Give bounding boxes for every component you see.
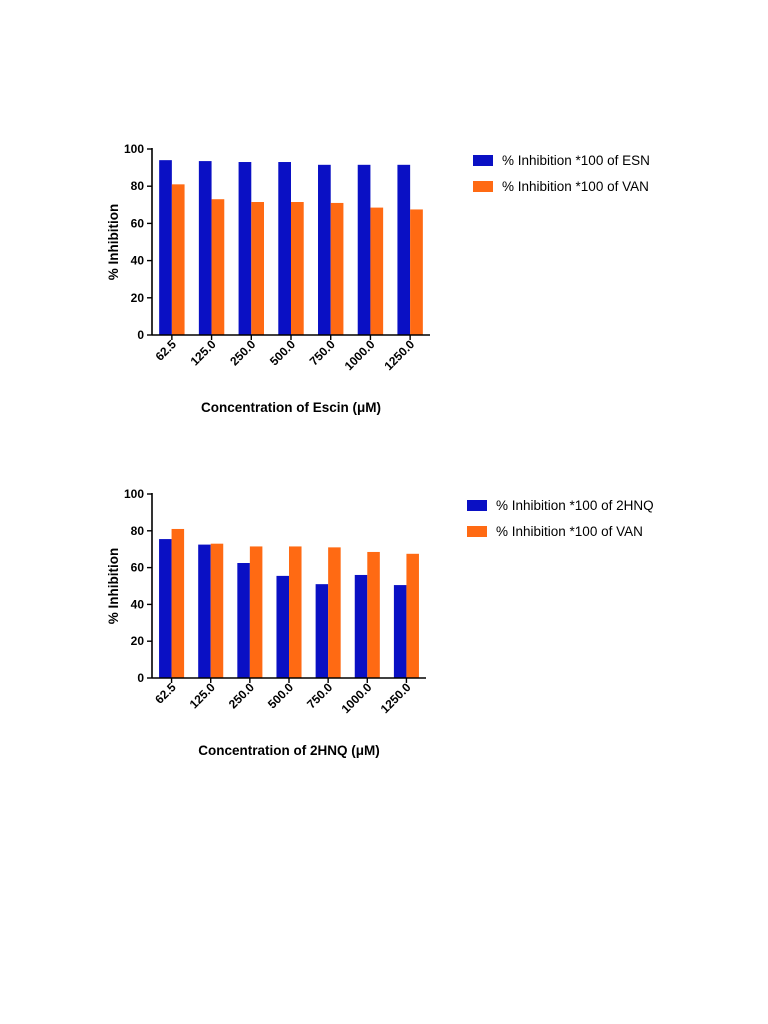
- x-tick-label: 750.0: [307, 337, 338, 368]
- y-tick-label: 80: [131, 524, 145, 538]
- x-tick-label: 1000.0: [339, 680, 375, 716]
- x-tick-label: 1250.0: [378, 680, 414, 716]
- bar-series2-250.0: [249, 546, 263, 678]
- bar-series1-750.0: [315, 584, 329, 678]
- bar-series2-1000.0: [367, 551, 380, 678]
- x-axis-title: Concentration of 2HNQ (μM): [198, 743, 380, 758]
- legend: % Inhibition *100 of 2HNQ % Inhibition *1…: [467, 498, 654, 539]
- bar-series2-750.0: [328, 547, 341, 678]
- y-tick-label: 0: [137, 671, 144, 685]
- bar-series1-125.0: [198, 544, 211, 678]
- bar-series1-750.0: [318, 164, 331, 335]
- legend-label: % Inhibition *100 of 2HNQ: [496, 498, 654, 513]
- bar-series2-125.0: [210, 543, 224, 678]
- bar-series2-250.0: [251, 202, 264, 335]
- bar-series2-750.0: [330, 202, 344, 335]
- x-tick-label: 750.0: [304, 680, 335, 711]
- legend-label: % Inhibition *100 of VAN: [496, 524, 643, 539]
- x-tick-label: 250.0: [227, 337, 258, 368]
- bar-series1-1250.0: [393, 585, 407, 678]
- x-tick-label: 500.0: [267, 337, 298, 368]
- bar-series1-1250.0: [397, 164, 411, 335]
- legend-label: % Inhibition *100 of VAN: [502, 179, 649, 194]
- bar-series2-62.5: [171, 184, 185, 335]
- y-tick-label: 40: [131, 254, 145, 268]
- y-tick-label: 0: [137, 328, 144, 342]
- x-tick-label: 250.0: [226, 680, 257, 711]
- bar-series1-62.5: [159, 539, 172, 678]
- y-tick-label: 60: [131, 561, 145, 575]
- legend-swatch: [473, 181, 493, 192]
- bar-series1-250.0: [238, 162, 252, 335]
- bar-series2-62.5: [171, 528, 185, 678]
- x-tick-label: 125.0: [187, 680, 218, 711]
- bar-series1-1000.0: [354, 574, 368, 678]
- bar-series1-62.5: [159, 160, 172, 335]
- y-axis-title: % Inhibition: [106, 548, 121, 625]
- x-tick-label: 62.5: [152, 680, 179, 707]
- y-tick-label: 80: [131, 179, 145, 193]
- bar-series2-1000.0: [370, 207, 384, 335]
- chart-2: 0 20 40 60 80 100 62.5 125.0 250.0 500.0 750.0 1000…: [106, 487, 654, 758]
- y-tick-label: 40: [131, 597, 145, 611]
- y-tick-label: 60: [131, 216, 145, 230]
- bar-series1-500.0: [278, 162, 291, 335]
- y-tick-label: 100: [124, 487, 144, 501]
- x-tick-label: 62.5: [153, 337, 180, 364]
- bar-series2-500.0: [291, 202, 304, 335]
- x-axis-title: Concentration of Escin (μM): [201, 400, 381, 415]
- bar-series2-500.0: [289, 546, 302, 678]
- x-tick-label: 125.0: [188, 337, 219, 368]
- bar-series2-1250.0: [406, 553, 419, 678]
- chart-1: 0 20 40 60 80 100 62.5 125.0 250.0 500.0 750.0 1000…: [106, 142, 650, 415]
- x-tick-label: 1250.0: [381, 337, 417, 373]
- x-tick-label: 500.0: [265, 680, 296, 711]
- y-tick-label: 20: [131, 291, 145, 305]
- y-tick-label: 20: [131, 634, 145, 648]
- x-tick-label: 1000.0: [342, 337, 378, 373]
- bar-series2-1250.0: [410, 209, 423, 335]
- legend-swatch: [467, 526, 487, 537]
- legend: % Inhibition *100 of ESN % Inhibition *10…: [473, 153, 650, 194]
- bar-series1-1000.0: [357, 164, 371, 335]
- bar-series2-125.0: [211, 199, 225, 335]
- legend-swatch: [467, 500, 487, 511]
- legend-swatch: [473, 155, 493, 166]
- bar-series1-125.0: [198, 161, 212, 335]
- legend-label: % Inhibition *100 of ESN: [502, 153, 650, 168]
- y-axis-title: % Inhibition: [106, 204, 121, 281]
- y-tick-label: 100: [124, 142, 144, 156]
- bar-series1-250.0: [237, 563, 250, 678]
- bar-series1-500.0: [276, 575, 289, 678]
